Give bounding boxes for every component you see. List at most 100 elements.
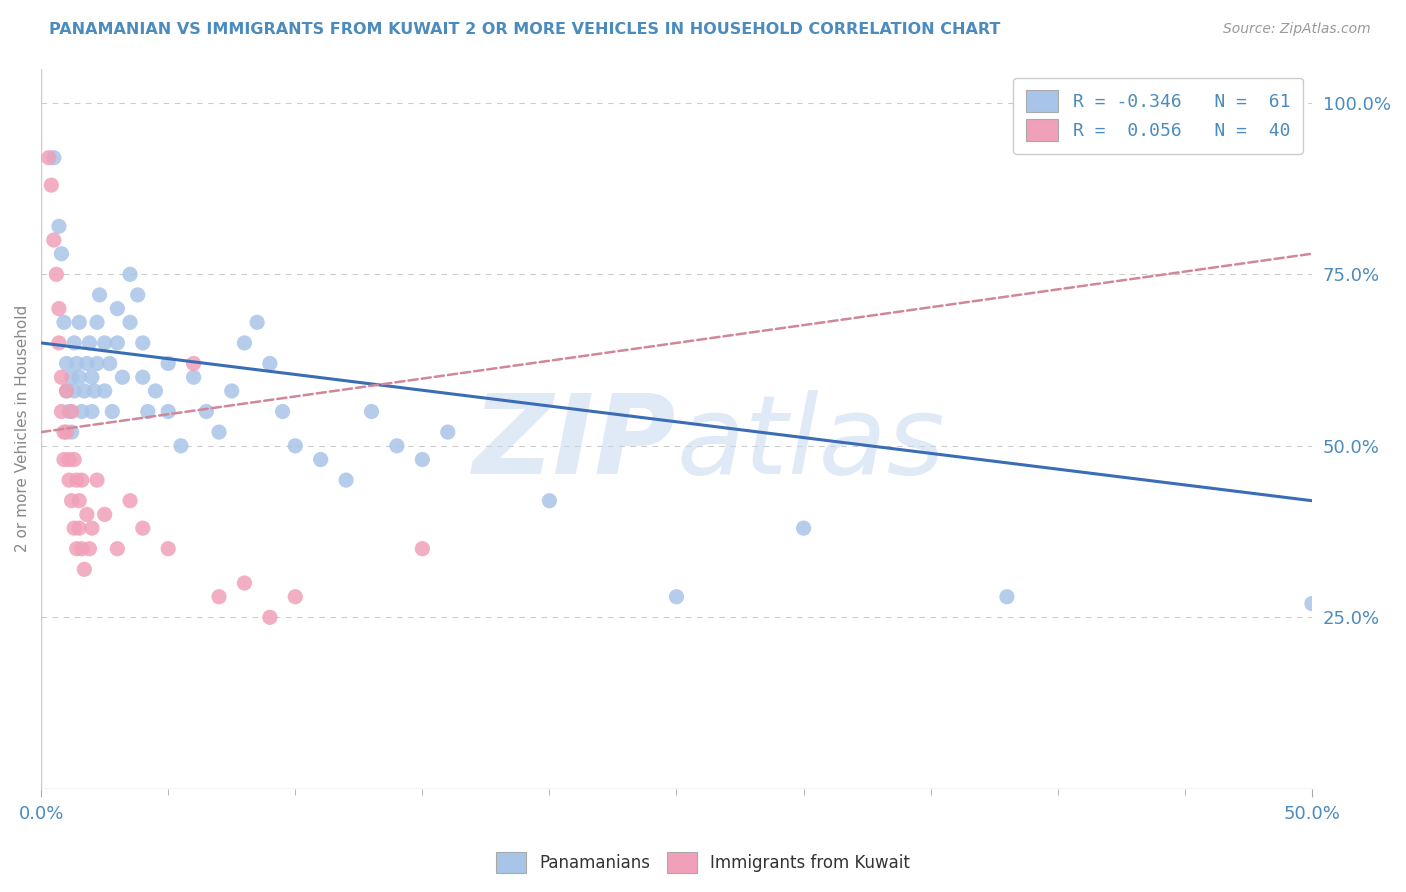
Point <box>411 452 433 467</box>
Point <box>360 404 382 418</box>
Point <box>132 521 155 535</box>
Point <box>93 384 115 398</box>
Point <box>89 288 111 302</box>
Point <box>60 370 83 384</box>
Point <box>183 370 205 384</box>
Legend: R = -0.346   N =  61, R =  0.056   N =  40: R = -0.346 N = 61, R = 0.056 N = 40 <box>1014 78 1303 154</box>
Point <box>66 357 89 371</box>
Text: atlas: atlas <box>676 390 945 497</box>
Point <box>86 473 108 487</box>
Point <box>195 404 218 418</box>
Point <box>53 452 76 467</box>
Point <box>208 425 231 439</box>
Point <box>55 384 77 398</box>
Point <box>67 521 90 535</box>
Point <box>70 473 93 487</box>
Point <box>48 335 70 350</box>
Point <box>120 268 142 282</box>
Text: Source: ZipAtlas.com: Source: ZipAtlas.com <box>1223 22 1371 37</box>
Point <box>73 562 96 576</box>
Y-axis label: 2 or more Vehicles in Household: 2 or more Vehicles in Household <box>15 305 30 552</box>
Point <box>80 521 103 535</box>
Point <box>120 493 142 508</box>
Point <box>51 246 73 260</box>
Point <box>105 541 128 556</box>
Point <box>105 335 128 350</box>
Point <box>157 357 180 371</box>
Point <box>284 439 307 453</box>
Point <box>221 384 243 398</box>
Point <box>127 288 149 302</box>
Point <box>58 473 80 487</box>
Text: ZIP: ZIP <box>472 390 676 497</box>
Point <box>1301 597 1323 611</box>
Point <box>76 357 98 371</box>
Point <box>145 384 167 398</box>
Point <box>60 493 83 508</box>
Point <box>309 452 332 467</box>
Point <box>58 404 80 418</box>
Point <box>83 384 105 398</box>
Point <box>63 335 86 350</box>
Point <box>45 268 67 282</box>
Point <box>76 508 98 522</box>
Point <box>259 357 281 371</box>
Point <box>284 590 307 604</box>
Point <box>79 541 101 556</box>
Text: PANAMANIAN VS IMMIGRANTS FROM KUWAIT 2 OR MORE VEHICLES IN HOUSEHOLD CORRELATION: PANAMANIAN VS IMMIGRANTS FROM KUWAIT 2 O… <box>49 22 1001 37</box>
Point <box>208 590 231 604</box>
Point <box>70 404 93 418</box>
Point <box>63 452 86 467</box>
Point <box>136 404 159 418</box>
Point <box>60 425 83 439</box>
Point <box>67 370 90 384</box>
Point <box>48 219 70 234</box>
Point <box>335 473 357 487</box>
Point <box>259 610 281 624</box>
Point <box>53 315 76 329</box>
Point <box>183 357 205 371</box>
Point <box>233 576 256 591</box>
Point <box>55 384 77 398</box>
Point <box>63 384 86 398</box>
Point <box>51 404 73 418</box>
Point <box>70 541 93 556</box>
Point <box>538 493 561 508</box>
Point <box>86 315 108 329</box>
Point <box>385 439 408 453</box>
Point <box>80 404 103 418</box>
Point <box>39 178 62 193</box>
Point <box>55 357 77 371</box>
Point <box>246 315 269 329</box>
Point <box>53 425 76 439</box>
Point <box>38 151 60 165</box>
Point <box>105 301 128 316</box>
Point <box>80 370 103 384</box>
Legend: Panamanians, Immigrants from Kuwait: Panamanians, Immigrants from Kuwait <box>489 846 917 880</box>
Point <box>132 335 155 350</box>
Point <box>73 384 96 398</box>
Point <box>48 301 70 316</box>
Point <box>111 370 134 384</box>
Point <box>411 541 433 556</box>
Point <box>233 335 256 350</box>
Point <box>93 508 115 522</box>
Point <box>120 315 142 329</box>
Point <box>157 541 180 556</box>
Point <box>51 370 73 384</box>
Point <box>66 473 89 487</box>
Point <box>132 370 155 384</box>
Point <box>42 233 65 247</box>
Point <box>63 521 86 535</box>
Point <box>157 404 180 418</box>
Point <box>793 521 815 535</box>
Point <box>101 404 124 418</box>
Point <box>86 357 108 371</box>
Point <box>436 425 458 439</box>
Point <box>665 590 688 604</box>
Point <box>271 404 294 418</box>
Point <box>58 452 80 467</box>
Point <box>98 357 121 371</box>
Point <box>170 439 193 453</box>
Point <box>66 541 89 556</box>
